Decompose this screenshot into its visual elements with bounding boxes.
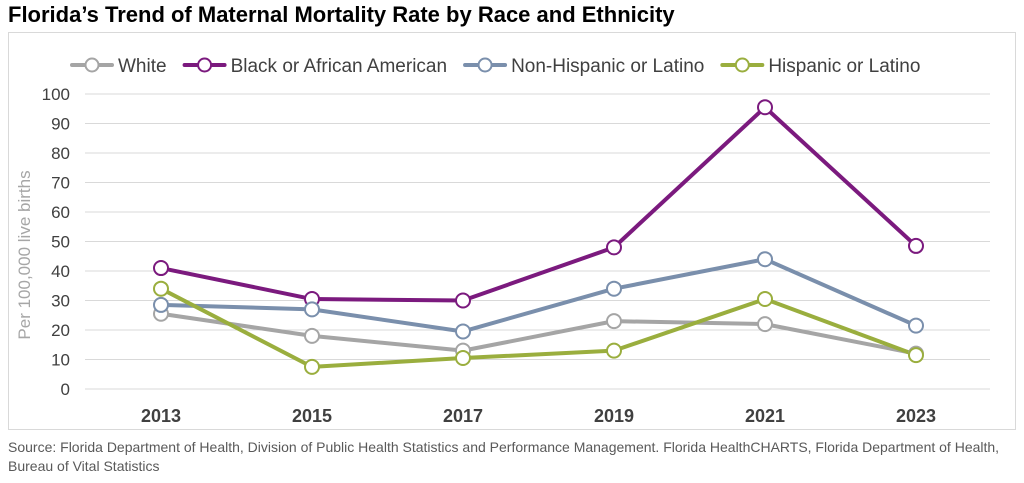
- y-tick-label: 50: [51, 233, 70, 252]
- legend-label: Black or African American: [231, 56, 447, 77]
- data-point: [304, 327, 320, 344]
- y-tick-label: 40: [51, 262, 70, 281]
- data-point: [455, 350, 471, 367]
- data-point: [304, 301, 320, 318]
- y-tick-label: 80: [51, 144, 70, 163]
- y-tick-label: 70: [51, 174, 70, 193]
- data-point: [908, 237, 924, 254]
- x-axis-ticks: 2013 2015 2017 2019 2021 2023: [141, 406, 936, 426]
- legend-marker-0: [84, 57, 100, 73]
- data-point: [757, 99, 773, 116]
- y-axis-ticks: 0 10 20 30 40 50 60 70 80 90 100: [42, 85, 70, 399]
- data-point: [606, 280, 622, 297]
- x-tick-label: 2015: [292, 406, 332, 426]
- data-point: [908, 317, 924, 334]
- series-line-0: [159, 311, 918, 356]
- data-point: [153, 260, 169, 277]
- y-tick-label: 10: [51, 351, 70, 370]
- y-tick-label: 20: [51, 321, 70, 340]
- y-tick-label: 30: [51, 292, 70, 311]
- legend-label: Hispanic or Latino: [768, 56, 920, 77]
- legend-label: White: [118, 56, 167, 77]
- x-tick-label: 2019: [594, 406, 634, 426]
- data-point: [304, 358, 320, 375]
- legend: White Black or African American Non-Hispan…: [70, 56, 920, 77]
- x-tick-label: 2023: [896, 406, 936, 426]
- data-point: [757, 251, 773, 268]
- legend-label: Non-Hispanic or Latino: [511, 56, 704, 77]
- series-group: [153, 99, 924, 375]
- data-point: [757, 316, 773, 333]
- data-point: [153, 280, 169, 297]
- data-point: [606, 313, 622, 330]
- series-line-1: [159, 105, 918, 303]
- data-point: [606, 239, 622, 256]
- gridlines: [85, 93, 990, 390]
- data-point: [908, 347, 924, 364]
- legend-marker-1: [197, 57, 213, 73]
- series-line-3: [159, 286, 918, 369]
- y-tick-label: 100: [42, 85, 70, 104]
- data-point: [455, 292, 471, 309]
- y-axis-label: Per 100,000 live births: [15, 170, 34, 339]
- x-tick-label: 2021: [745, 406, 785, 426]
- y-tick-label: 90: [51, 115, 70, 134]
- series-line-2: [159, 257, 918, 334]
- y-tick-label: 0: [61, 380, 70, 399]
- x-tick-label: 2017: [443, 406, 483, 426]
- data-point: [606, 342, 622, 359]
- data-point: [153, 296, 169, 313]
- x-tick-label: 2013: [141, 406, 181, 426]
- legend-marker-2: [477, 57, 493, 73]
- data-point: [455, 323, 471, 340]
- chart-title: Florida’s Trend of Maternal Mortality Ra…: [8, 2, 675, 27]
- data-point: [757, 291, 773, 308]
- legend-marker-3: [734, 57, 750, 73]
- source-note: Source: Florida Department of Health, Di…: [8, 439, 1000, 474]
- chart-frame: [8, 32, 1016, 430]
- y-tick-label: 60: [51, 203, 70, 222]
